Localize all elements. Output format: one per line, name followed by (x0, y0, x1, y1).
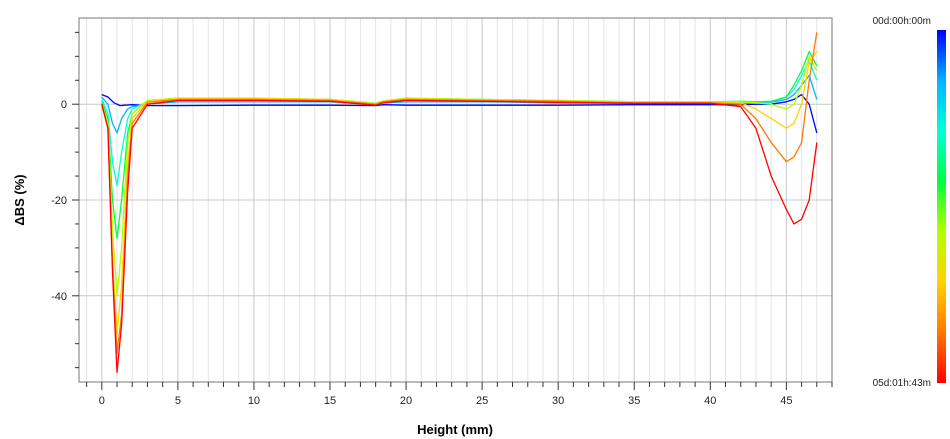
series-group (101, 32, 818, 374)
colorbar-bottom-label: 05d:01h:43m (873, 378, 931, 389)
series-line (101, 74, 818, 134)
grid (79, 18, 833, 382)
x-tick-label: 30 (552, 395, 564, 407)
y-tick-label: -40 (51, 291, 67, 303)
x-tick-label: 10 (248, 395, 260, 407)
x-tick-label: 35 (628, 395, 640, 407)
y-axis-title: ΔBS (%) (12, 174, 27, 225)
x-tick-label: 25 (476, 395, 488, 407)
colorbar-top-label: 00d:00h:00m (873, 16, 931, 27)
x-tick-label: 0 (99, 395, 105, 407)
x-tick-label: 20 (400, 395, 412, 407)
series-line (101, 99, 818, 374)
x-axis-title: Height (mm) (417, 422, 493, 437)
series-line (101, 93, 818, 134)
x-tick-label: 45 (780, 395, 792, 407)
y-tick-label: 0 (61, 99, 67, 111)
axes: 0 5 10 15 20 25 30 35 40 45 0 -20 -40 (51, 31, 833, 407)
colorbar (937, 30, 946, 383)
x-tick-label: 15 (324, 395, 336, 407)
x-tick-label: 5 (175, 395, 181, 407)
colorbar-legend: 00d:00h:00m 05d:01h:43m (873, 16, 946, 389)
x-tick-label: 40 (704, 395, 716, 407)
y-tick-label: -20 (51, 195, 67, 207)
